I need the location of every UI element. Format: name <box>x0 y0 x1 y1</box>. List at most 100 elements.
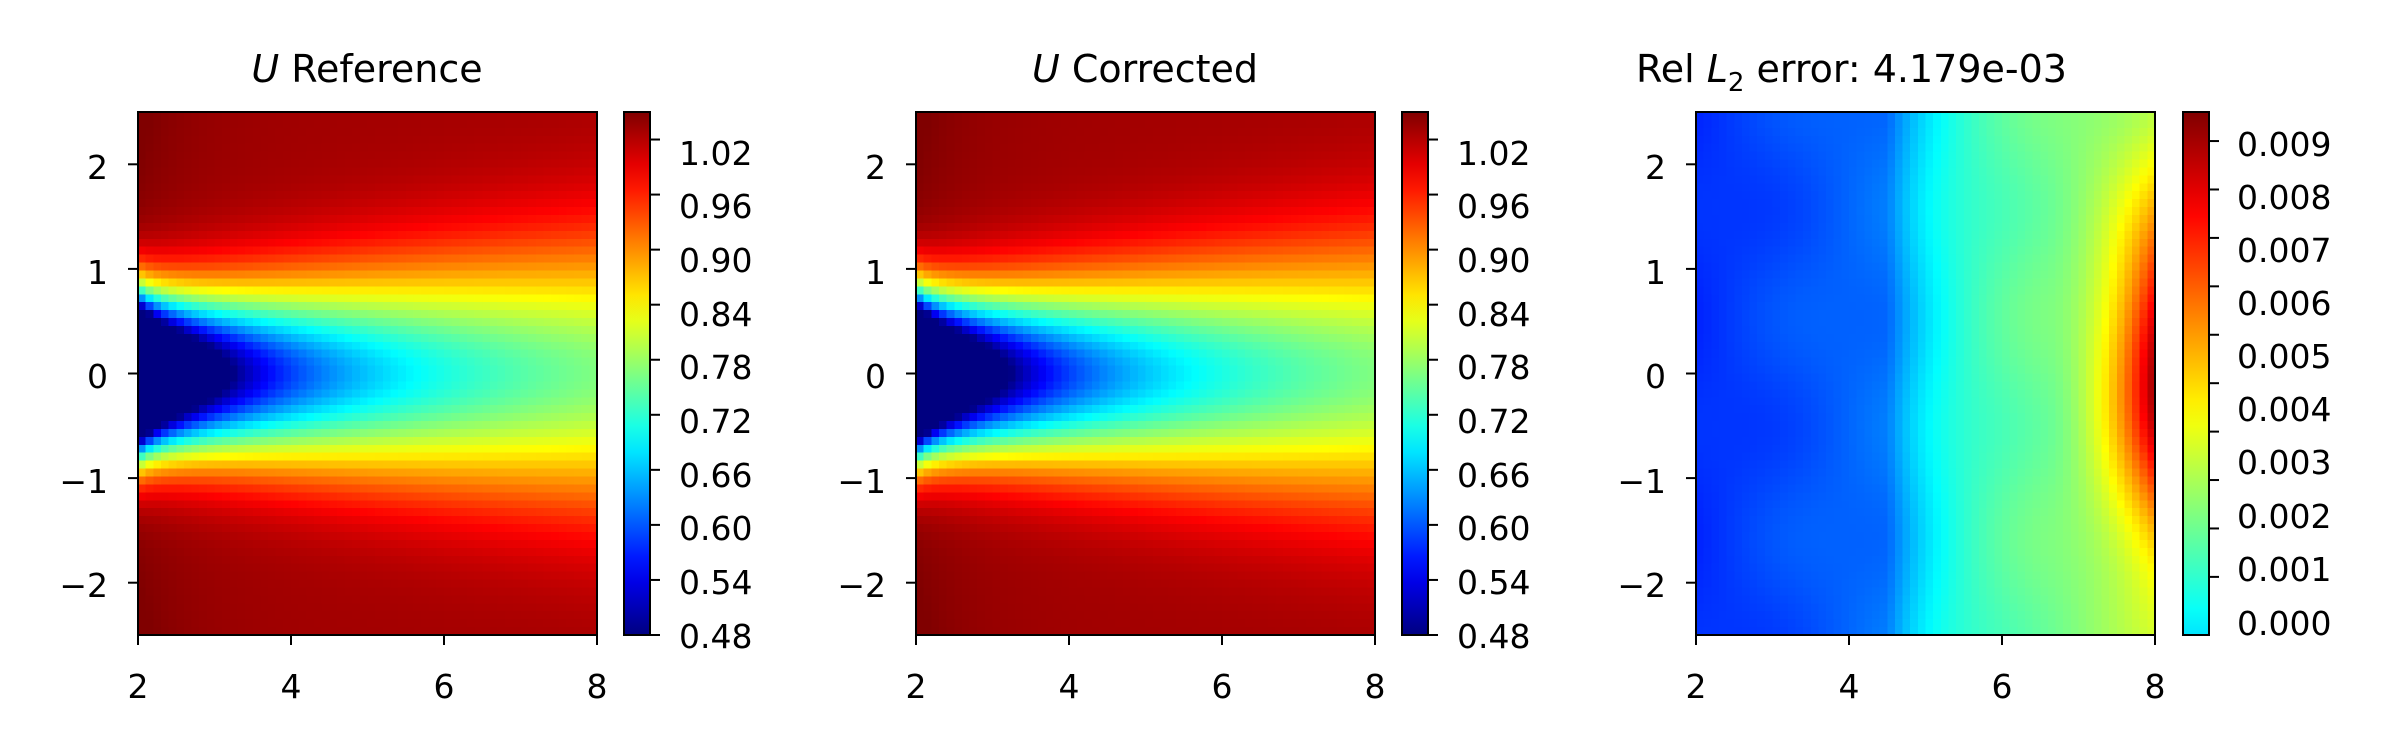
heatmap-cell <box>138 405 147 414</box>
heatmap-cell <box>946 325 955 335</box>
heatmap-cell <box>969 539 978 549</box>
heatmap-cell <box>344 603 353 612</box>
heatmap-cell <box>382 460 392 470</box>
heatmap-cell <box>214 428 223 438</box>
heatmap-cell <box>168 294 177 303</box>
heatmap-cell <box>313 222 323 232</box>
heatmap-cell <box>191 428 200 438</box>
heatmap-cell <box>145 183 154 192</box>
heatmap-cell <box>961 333 971 343</box>
heatmap-cell <box>977 452 986 462</box>
heatmap-cell <box>237 468 246 478</box>
heatmap-cell <box>176 444 185 454</box>
heatmap-cell <box>992 619 1001 628</box>
heatmap-cell <box>428 286 437 295</box>
heatmap-cell <box>245 587 254 596</box>
heatmap-cell <box>306 199 315 208</box>
heatmap-cell <box>206 302 216 311</box>
heatmap-cell <box>984 468 994 478</box>
heatmap-cell <box>566 444 575 454</box>
heatmap-cell <box>528 603 537 612</box>
heatmap-cell <box>168 341 177 351</box>
heatmap-cell <box>298 333 307 343</box>
heatmap-cell <box>451 365 460 375</box>
heatmap-cell <box>390 199 399 208</box>
heatmap-cell <box>283 531 292 541</box>
heatmap-cell <box>390 452 399 462</box>
heatmap-cell <box>291 207 300 216</box>
heatmap-cell <box>390 183 399 192</box>
heatmap-cell <box>329 563 338 573</box>
heatmap-cell <box>313 571 323 581</box>
heatmap-cell <box>931 127 940 137</box>
heatmap-cell <box>961 516 971 525</box>
heatmap-cell <box>344 468 353 478</box>
heatmap-cell <box>206 492 216 501</box>
heatmap-cell <box>520 246 529 256</box>
heatmap-cell <box>421 119 430 129</box>
heatmap-cell <box>421 357 430 367</box>
heatmap-cell <box>489 571 499 581</box>
heatmap-cell <box>574 254 583 264</box>
heatmap-cell <box>512 468 522 478</box>
heatmap-cell <box>329 579 338 589</box>
heatmap-cell <box>214 500 223 509</box>
heatmap-cell <box>558 627 567 636</box>
heatmap-cell <box>199 262 208 272</box>
heatmap-cell <box>145 500 154 509</box>
heatmap-cell <box>938 389 948 398</box>
heatmap-cell <box>375 413 384 422</box>
heatmap-cell <box>352 310 361 319</box>
heatmap-cell <box>367 563 376 573</box>
heatmap-cell <box>977 112 986 121</box>
heatmap-cell <box>214 159 223 169</box>
heatmap-cell <box>954 135 963 145</box>
heatmap-cell <box>183 286 193 295</box>
heatmap-cell <box>428 603 437 612</box>
heatmap-cell <box>168 452 177 462</box>
heatmap-cell <box>520 127 529 137</box>
heatmap-cell <box>329 603 338 612</box>
heatmap-cell <box>260 524 269 533</box>
heatmap-cell <box>1023 302 1032 311</box>
heatmap-cell <box>222 444 231 454</box>
heatmap-cell <box>977 555 986 565</box>
heatmap-cell <box>298 143 307 153</box>
heatmap-cell <box>138 230 147 240</box>
heatmap-cell <box>390 428 399 438</box>
heatmap-cell <box>183 175 193 184</box>
heatmap-cell <box>551 531 560 541</box>
heatmap-cell <box>444 619 453 628</box>
heatmap-cell <box>931 151 940 161</box>
heatmap-cell <box>359 603 369 612</box>
heatmap-cell <box>436 246 445 256</box>
heatmap-cell <box>938 611 948 620</box>
heatmap-cell <box>574 428 583 438</box>
heatmap-cell <box>558 278 567 287</box>
heatmap-cell <box>581 341 590 351</box>
heatmap-cell <box>245 294 254 303</box>
heatmap-cell <box>268 603 277 612</box>
heatmap-cell <box>352 207 361 216</box>
heatmap-cell <box>566 397 575 406</box>
heatmap-cell <box>916 627 925 636</box>
heatmap-cell <box>444 238 453 248</box>
heatmap-cell <box>931 563 940 573</box>
heatmap-cell <box>352 167 361 176</box>
heatmap-cell <box>329 310 338 319</box>
heatmap-cell <box>474 563 483 573</box>
heatmap-cell <box>344 595 353 604</box>
heatmap-cell <box>581 611 590 620</box>
heatmap-cell <box>359 555 369 565</box>
heatmap-cell <box>176 207 185 216</box>
heatmap-cell <box>954 365 963 375</box>
heatmap-cell <box>551 238 560 248</box>
heatmap-cell <box>329 215 338 224</box>
heatmap-cell <box>268 500 277 509</box>
heatmap-cell <box>512 579 522 589</box>
heatmap-cell <box>421 531 430 541</box>
heatmap-cell <box>1000 436 1009 446</box>
heatmap-cell <box>321 389 330 398</box>
heatmap-cell <box>535 539 545 549</box>
heatmap-cell <box>566 563 575 573</box>
